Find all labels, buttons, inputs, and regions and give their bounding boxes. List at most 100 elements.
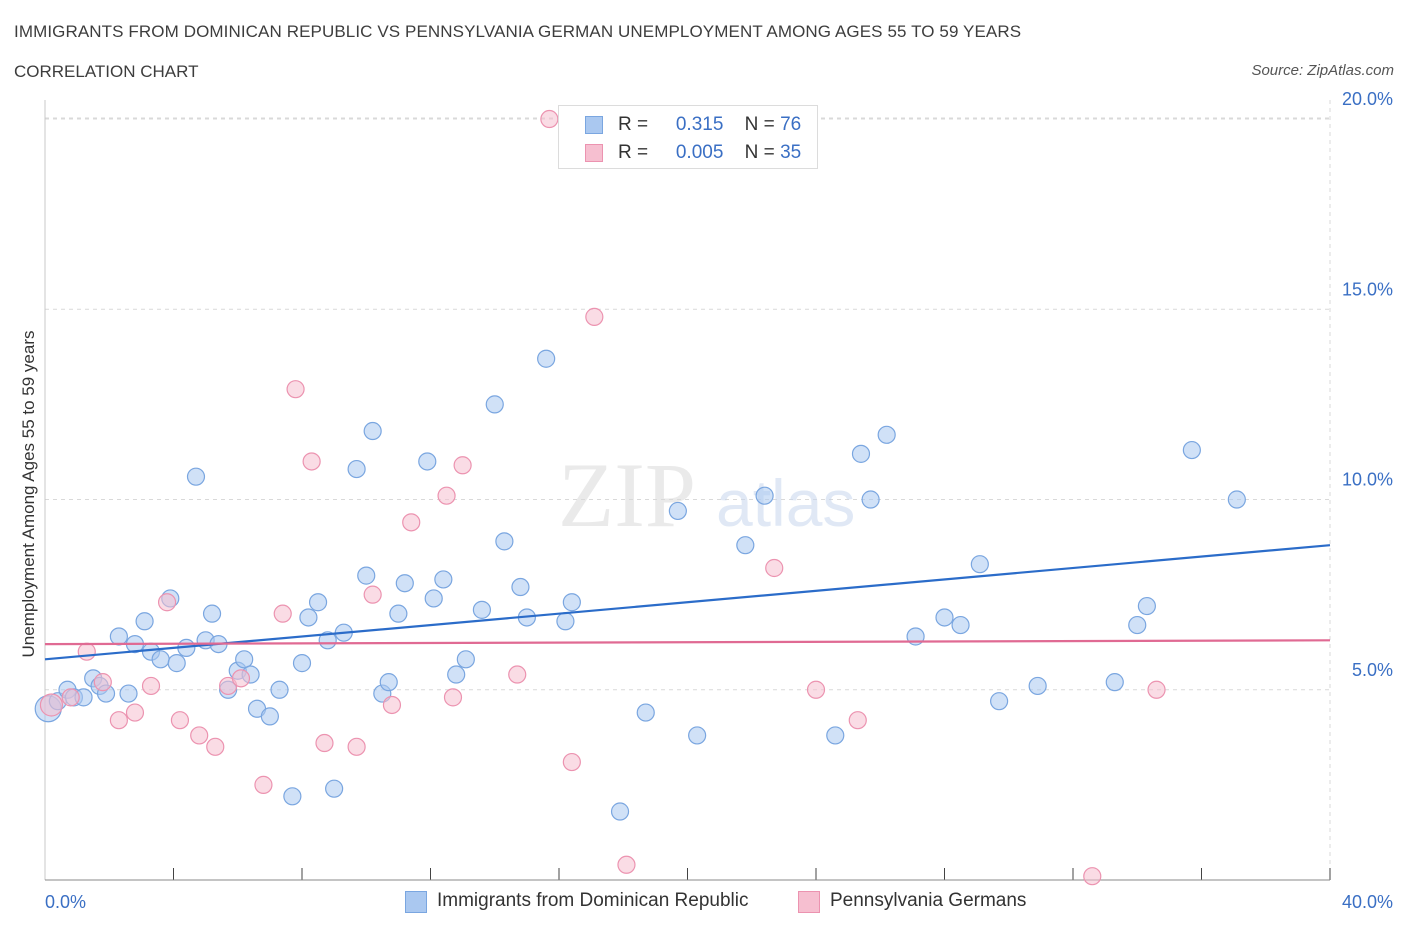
legend-r-label: R =: [618, 142, 649, 163]
point-dominican: [562, 593, 581, 612]
point-dominican: [485, 395, 504, 414]
y-axis-label: Unemployment Among Ages 55 to 59 years: [19, 331, 38, 658]
point-dominican: [318, 631, 337, 650]
point-pennsylvania: [170, 711, 190, 730]
point-dominican: [424, 589, 443, 608]
point-dominican: [379, 673, 398, 692]
point-pennsylvania: [315, 733, 334, 753]
watermark: ZIP atlas: [558, 444, 855, 546]
y-tick-label: 10.0%: [1342, 470, 1393, 490]
point-pennsylvania: [443, 688, 463, 707]
watermark-zip: ZIP: [558, 444, 696, 546]
point-dominican: [1128, 615, 1147, 635]
data-points: [34, 109, 1246, 886]
point-dominican: [472, 600, 491, 619]
point-pennsylvania: [382, 695, 402, 715]
y-tick-label: 5.0%: [1352, 660, 1393, 680]
y-tick-labels: 5.0% 10.0% 15.0% 20.0%: [1342, 89, 1393, 680]
point-dominican: [186, 467, 206, 486]
point-dominican: [1137, 596, 1156, 616]
point-pennsylvania: [848, 711, 867, 730]
legend-label-dominican: Immigrants from Dominican Republic: [437, 890, 749, 911]
legend-swatch-pink: [798, 891, 820, 913]
correlation-legend: R = 0.315 N = 76 R = 0.005 N = 35: [558, 105, 818, 169]
point-dominican: [151, 650, 170, 669]
point-pennsylvania: [617, 855, 636, 874]
trend-line-dominican: [44, 544, 1331, 661]
point-pennsylvania: [1147, 680, 1166, 699]
point-dominican: [363, 421, 382, 441]
legend-swatch-blue: [405, 891, 427, 913]
point-dominican: [357, 566, 376, 585]
point-dominican: [736, 536, 755, 555]
legend-label-pennsylvania: Pennsylvania Germans: [830, 890, 1027, 911]
point-dominican: [308, 593, 328, 612]
point-pennsylvania: [206, 737, 225, 756]
point-pennsylvania: [125, 703, 145, 722]
trend-line-pennsylvania: [44, 639, 1331, 646]
point-dominican: [202, 604, 222, 623]
point-pennsylvania: [93, 673, 112, 692]
legend-r-value: 0.315: [675, 114, 724, 135]
point-dominican: [935, 608, 954, 627]
point-pennsylvania: [61, 688, 80, 707]
point-dominican: [636, 703, 655, 722]
point-dominican: [447, 665, 466, 684]
point-dominican: [1028, 676, 1047, 696]
point-dominican: [511, 577, 530, 597]
point-pennsylvania: [286, 380, 305, 399]
point-pennsylvania: [302, 452, 321, 471]
point-pennsylvania: [453, 456, 472, 475]
legend-n-label: N =: [744, 114, 775, 135]
legend-swatch-pink: [585, 144, 603, 162]
legend-n-value: 35: [780, 142, 802, 163]
point-dominican: [292, 654, 312, 673]
point-dominican: [970, 555, 989, 574]
point-pennsylvania: [1083, 867, 1102, 886]
point-pennsylvania: [77, 642, 96, 661]
point-pennsylvania: [540, 109, 559, 129]
point-pennsylvania: [254, 775, 273, 794]
point-pennsylvania: [765, 558, 784, 578]
point-dominican: [456, 650, 475, 669]
point-pennsylvania: [585, 307, 604, 326]
point-dominican: [951, 615, 970, 635]
point-dominican: [395, 574, 414, 593]
point-pennsylvania: [109, 711, 128, 730]
point-dominican: [1227, 490, 1246, 509]
point-dominican: [119, 684, 138, 703]
point-pennsylvania: [508, 665, 527, 684]
x-tick-label-min: 0.0%: [45, 892, 86, 912]
legend-r-value: 0.005: [675, 142, 724, 163]
legend-r-label: R =: [618, 114, 649, 135]
point-dominican: [861, 490, 880, 509]
point-pennsylvania: [190, 726, 209, 745]
point-dominican: [270, 680, 289, 699]
point-dominican: [990, 692, 1009, 711]
trend-lines: [44, 544, 1331, 661]
point-pennsylvania: [273, 604, 292, 623]
point-dominican: [556, 612, 575, 631]
point-dominican: [283, 787, 302, 806]
point-pennsylvania: [39, 693, 64, 717]
point-dominican: [610, 802, 630, 821]
point-dominican: [877, 425, 896, 444]
point-dominican: [109, 627, 128, 646]
point-pennsylvania: [347, 737, 366, 756]
point-pennsylvania: [562, 752, 581, 772]
point-dominican: [299, 608, 318, 627]
point-dominican: [260, 707, 279, 726]
point-dominican: [347, 459, 366, 479]
y-tick-label: 15.0%: [1342, 279, 1393, 299]
point-pennsylvania: [363, 585, 382, 604]
legend-swatch-blue: [585, 116, 603, 134]
point-dominican: [668, 501, 687, 521]
point-pennsylvania: [437, 486, 456, 505]
point-dominican: [495, 532, 514, 551]
legend-n-value: 76: [780, 114, 802, 135]
chart-subtitle: CORRELATION CHART: [14, 62, 199, 81]
axes: [44, 100, 1331, 881]
point-pennsylvania: [806, 680, 826, 699]
point-dominican: [1182, 440, 1201, 460]
